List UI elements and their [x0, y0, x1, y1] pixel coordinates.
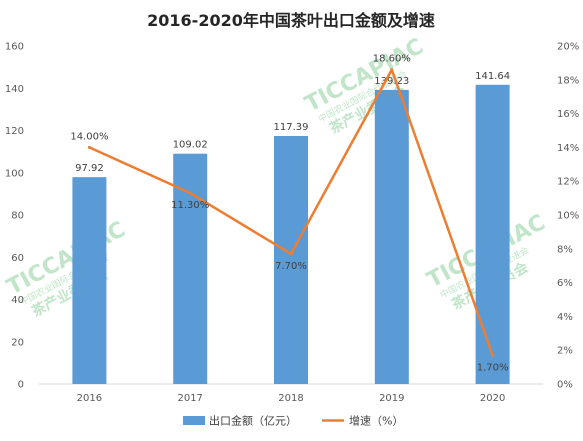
- y-right-tick-label: 16%: [557, 109, 579, 120]
- line-point: [289, 252, 293, 256]
- y-left-tick-label: 100: [5, 168, 24, 179]
- y-right-tick-label: 20%: [557, 42, 579, 53]
- legend: 出口金额（亿元） 增速（%）: [183, 414, 403, 428]
- bar: [475, 84, 510, 385]
- bar: [72, 177, 107, 384]
- y-left-tick-label: 80: [11, 211, 24, 222]
- y-left-tick-label: 140: [5, 84, 24, 95]
- bar: [274, 136, 308, 384]
- y-right-tick-label: 2%: [557, 346, 573, 357]
- y-right-tick-label: 10%: [557, 211, 579, 222]
- line-data-label: 11.30%: [171, 200, 209, 211]
- x-axis: 2016 2017 2018 2019 2020: [77, 393, 506, 404]
- y-axis-right: 0% 2% 4% 6% 8% 10% 12% 14% 16% 18% 20%: [557, 42, 579, 391]
- y-left-tick-label: 120: [5, 126, 24, 137]
- bar: [374, 89, 409, 385]
- legend-bar-swatch: [183, 416, 205, 425]
- y-right-tick-label: 4%: [557, 312, 573, 323]
- bar-data-label: 141.64: [475, 71, 510, 82]
- chart-title: 2016-2020年中国茶叶出口金额及增速: [147, 11, 435, 30]
- x-tick-label: 2020: [480, 393, 505, 404]
- line-point: [390, 68, 394, 72]
- line-data-label: 18.60%: [373, 54, 411, 65]
- y-left-tick-label: 20: [11, 337, 24, 348]
- line-data-label: 14.00%: [70, 131, 108, 142]
- y-left-tick-label: 40: [11, 295, 24, 306]
- x-tick-label: 2018: [278, 393, 303, 404]
- bar-data-labels: 97.92 109.02 117.39 139.23 141.64: [75, 71, 510, 174]
- bar-data-label: 109.02: [173, 140, 208, 151]
- line-point: [87, 145, 91, 149]
- y-right-tick-label: 18%: [557, 75, 579, 86]
- bar-data-label: 139.23: [374, 76, 409, 87]
- bar-series: [72, 84, 510, 385]
- y-right-tick-label: 12%: [557, 177, 579, 188]
- y-right-tick-label: 6%: [557, 278, 573, 289]
- y-left-tick-label: 60: [11, 253, 24, 264]
- y-axis-left: 0 20 40 60 80 100 120 140 160: [5, 42, 24, 391]
- legend-bar-label: 出口金额（亿元）: [209, 414, 297, 428]
- y-right-tick-label: 14%: [557, 143, 579, 154]
- y-right-tick-label: 0%: [557, 380, 573, 391]
- x-tick-label: 2016: [77, 393, 102, 404]
- line-point: [491, 353, 495, 357]
- bar-data-label: 97.92: [75, 163, 104, 174]
- line-series: [87, 68, 495, 357]
- y-left-tick-label: 160: [5, 42, 24, 53]
- bar-data-label: 117.39: [274, 122, 309, 133]
- line-data-labels: 14.00% 11.30% 7.70% 18.60% 1.70%: [70, 54, 508, 374]
- line-point: [188, 191, 192, 195]
- legend-line-label: 增速（%）: [349, 414, 403, 428]
- y-left-tick-label: 0: [18, 380, 24, 391]
- x-tick-label: 2017: [177, 393, 202, 404]
- line-data-label: 1.70%: [477, 362, 509, 373]
- y-right-tick-label: 8%: [557, 244, 573, 255]
- line-data-label: 7.70%: [275, 261, 307, 272]
- x-tick-label: 2019: [379, 393, 404, 404]
